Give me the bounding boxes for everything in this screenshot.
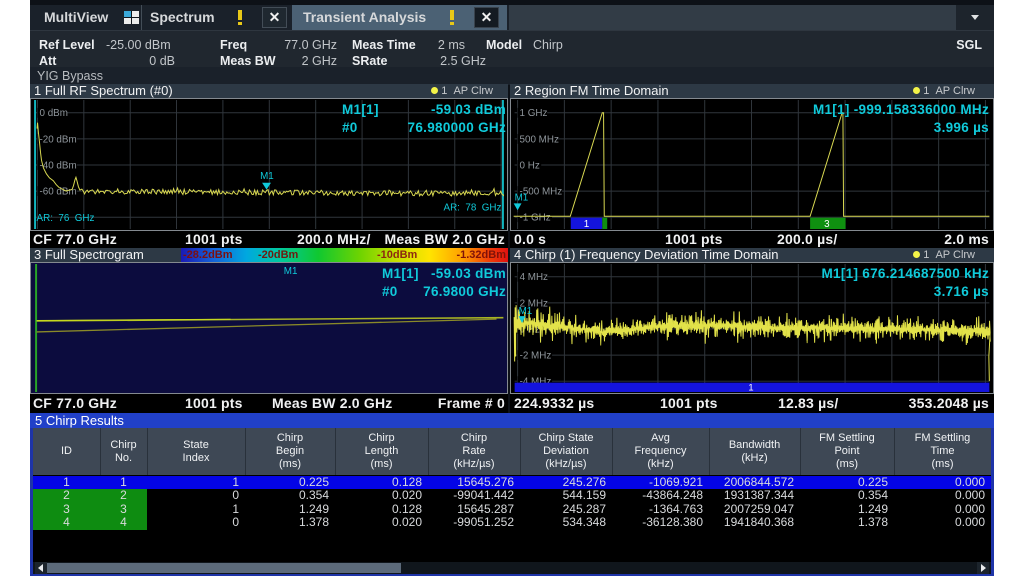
svg-text:AR: 76 GHz: AR: 76 GHz bbox=[37, 213, 95, 224]
svg-text:M1: M1 bbox=[260, 171, 274, 182]
svg-text:500 MHz: 500 MHz bbox=[520, 134, 559, 145]
svg-text:-40 dBm: -40 dBm bbox=[40, 160, 77, 171]
svg-text:M1: M1 bbox=[515, 192, 529, 203]
svg-text:-500 MHz: -500 MHz bbox=[520, 187, 563, 198]
svg-text:3: 3 bbox=[824, 219, 830, 230]
svg-text:1: 1 bbox=[584, 219, 589, 230]
svg-text:2 MHz: 2 MHz bbox=[520, 298, 548, 309]
svg-text:M1: M1 bbox=[519, 306, 533, 317]
svg-text:0 dBm: 0 dBm bbox=[40, 108, 68, 119]
svg-text:-60 dBm: -60 dBm bbox=[40, 187, 77, 198]
svg-text:1 GHz: 1 GHz bbox=[520, 108, 548, 119]
svg-text:-4 MHz: -4 MHz bbox=[520, 377, 552, 388]
svg-text:1: 1 bbox=[748, 383, 753, 393]
svg-text:M1: M1 bbox=[284, 266, 298, 277]
svg-text:-2 MHz: -2 MHz bbox=[520, 351, 552, 362]
svg-text:AR: 78 GHz: AR: 78 GHz bbox=[444, 202, 502, 213]
svg-text:0 Hz: 0 Hz bbox=[520, 160, 540, 171]
svg-text:-20 dBm: -20 dBm bbox=[40, 134, 77, 145]
svg-text:4 MHz: 4 MHz bbox=[520, 272, 548, 283]
svg-text:-1 GHz: -1 GHz bbox=[520, 213, 551, 224]
